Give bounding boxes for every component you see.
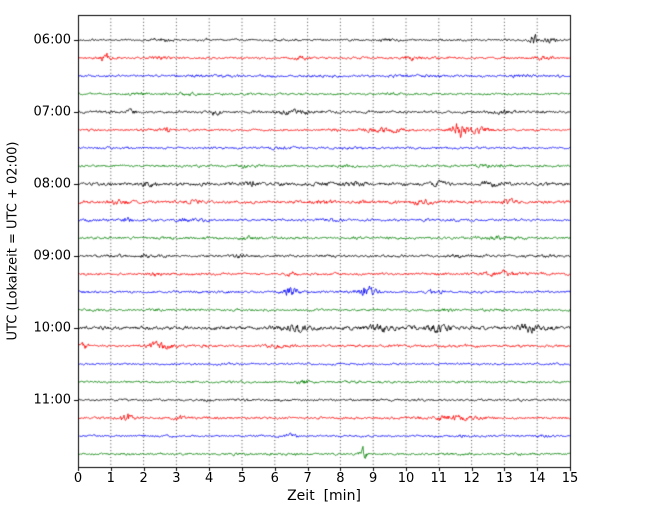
x-tick-label: 1: [106, 471, 115, 486]
x-tick-label: 14: [528, 471, 546, 486]
x-tick-label: 11: [430, 471, 448, 486]
x-tick-label: 13: [496, 471, 513, 486]
x-tick-label: 0: [73, 471, 83, 486]
x-tick-label: 4: [205, 471, 214, 486]
y-tick-label: 07:00: [33, 104, 71, 120]
y-tick-label: 08:00: [33, 176, 71, 192]
y-tick-label: 06:00: [33, 32, 71, 48]
x-tick-label: 7: [303, 471, 312, 486]
x-tick-label: 9: [369, 471, 378, 486]
y-tick-label: 10:00: [33, 320, 71, 336]
x-axis-label: Zeit [min]: [287, 488, 361, 504]
x-tick-label: 2: [139, 471, 148, 486]
x-tick-label: 6: [270, 471, 279, 486]
y-axis-label: UTC (Lokalzeit = UTC + 02:00): [5, 141, 21, 341]
x-tick-label: 12: [463, 471, 480, 486]
y-tick-label: 09:00: [33, 248, 71, 264]
x-tick-label: 3: [172, 471, 181, 486]
x-tick-label: 10: [397, 471, 415, 486]
x-tick-label: 15: [561, 471, 579, 486]
x-tick-label: 5: [237, 471, 247, 486]
x-tick-label: 8: [336, 471, 345, 486]
y-tick-label: 11:00: [33, 392, 71, 408]
